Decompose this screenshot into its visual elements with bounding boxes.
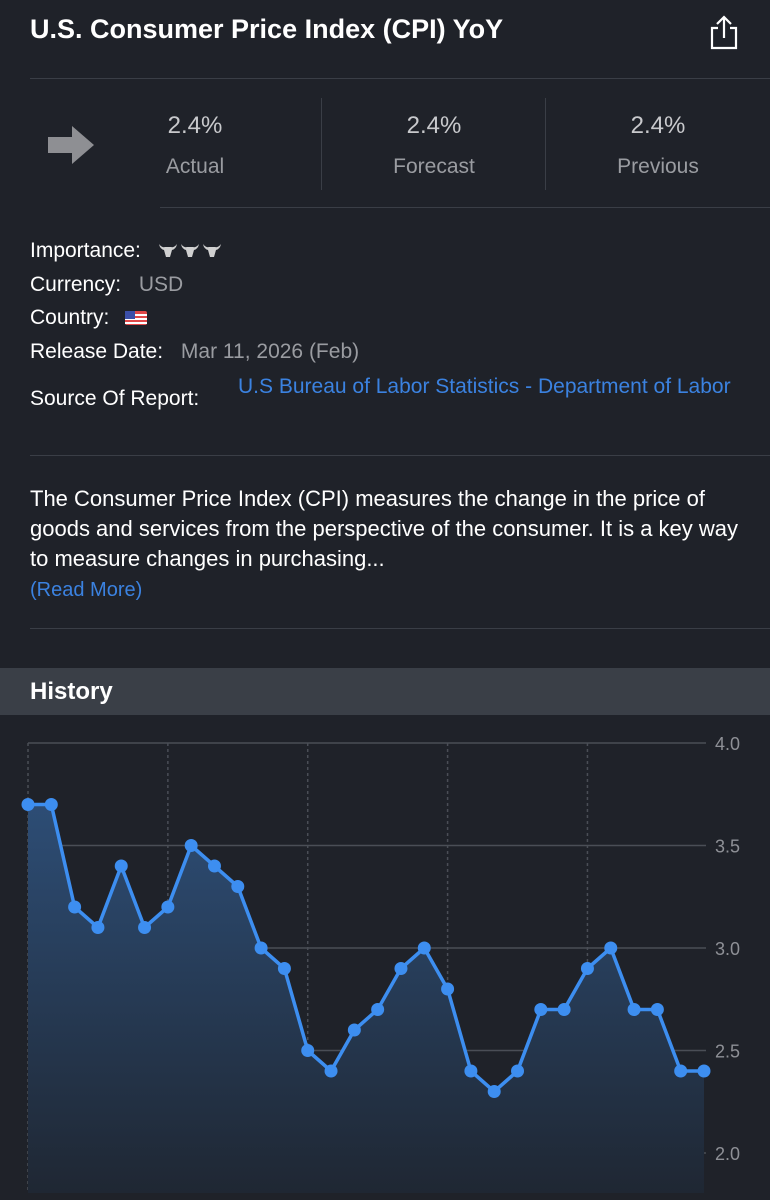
country-label: Country: <box>30 306 110 329</box>
forecast-value: 2.4% <box>406 112 462 139</box>
divider <box>30 628 770 629</box>
currency-row: Currency: USD <box>30 273 183 297</box>
description-text: The Consumer Price Index (CPI) measures … <box>30 486 739 571</box>
forecast-label: Forecast <box>393 155 475 178</box>
data-point <box>417 941 431 955</box>
importance-label: Importance: <box>30 239 141 262</box>
divider <box>321 98 322 190</box>
data-point <box>324 1064 338 1078</box>
source-label: Source Of Report: <box>30 387 200 410</box>
page-title: U.S. Consumer Price Index (CPI) YoY <box>30 14 504 44</box>
data-point <box>534 1003 548 1016</box>
data-point <box>487 1085 501 1098</box>
data-point <box>277 962 291 975</box>
data-point <box>21 798 35 811</box>
section-title: History <box>30 678 113 705</box>
section-header: History <box>0 668 770 715</box>
divider <box>545 98 546 190</box>
y-tick-label: 4.0 <box>715 734 740 754</box>
data-point <box>91 921 105 934</box>
data-point <box>301 1044 315 1057</box>
release-label: Release Date: <box>30 340 164 363</box>
history-chart: 2.02.53.03.54.0Sep 2023Mar 2024Sep 2024M… <box>21 734 740 1193</box>
data-point <box>44 798 58 811</box>
description: The Consumer Price Index (CPI) measures … <box>30 484 750 605</box>
importance-row: Importance: <box>30 239 223 263</box>
previous-value: 2.4% <box>630 112 686 139</box>
data-point <box>557 1003 571 1016</box>
data-point <box>138 921 152 934</box>
data-point <box>580 962 594 975</box>
data-point <box>68 900 82 914</box>
divider <box>30 78 770 79</box>
y-tick-label: 2.0 <box>715 1144 740 1164</box>
share-button[interactable] <box>708 14 740 50</box>
read-more[interactable]: (Read More) <box>30 579 143 601</box>
data-point <box>207 859 221 873</box>
y-tick-label: 2.5 <box>715 1042 740 1062</box>
actual-label: Actual <box>165 155 225 178</box>
data-point <box>114 859 128 873</box>
data-point <box>161 900 175 914</box>
data-point <box>674 1064 688 1078</box>
data-point <box>441 982 455 996</box>
previous-label: Previous <box>617 155 699 178</box>
y-tick-label: 3.0 <box>715 939 740 959</box>
data-point <box>697 1064 711 1078</box>
trend-icon <box>48 126 94 164</box>
data-point <box>347 1023 361 1037</box>
divider <box>30 455 770 456</box>
data-point <box>464 1064 478 1078</box>
release-value: Mar 11, 2026 (Feb) <box>180 340 360 363</box>
data-point <box>650 1003 664 1016</box>
data-point <box>231 880 245 893</box>
country-flag <box>125 311 148 325</box>
data-point <box>254 941 268 955</box>
data-point <box>371 1003 385 1016</box>
importance-icons <box>158 244 221 257</box>
actual-value: 2.4% <box>167 112 223 139</box>
country-row: Country: <box>30 306 148 330</box>
currency-label: Currency: <box>30 273 122 296</box>
data-point <box>184 839 198 852</box>
y-tick-label: 3.5 <box>715 837 740 857</box>
data-point <box>394 962 408 975</box>
area <box>28 804 704 1193</box>
release-row: Release Date: Mar 11, 2026 (Feb) <box>30 340 359 364</box>
source-link[interactable]: U.S Bureau of Labor Statistics - Departm… <box>238 375 731 398</box>
currency-value: USD <box>138 273 184 296</box>
data-point <box>604 941 618 955</box>
data-point <box>627 1003 641 1016</box>
data-point <box>511 1064 525 1078</box>
divider <box>160 207 770 208</box>
